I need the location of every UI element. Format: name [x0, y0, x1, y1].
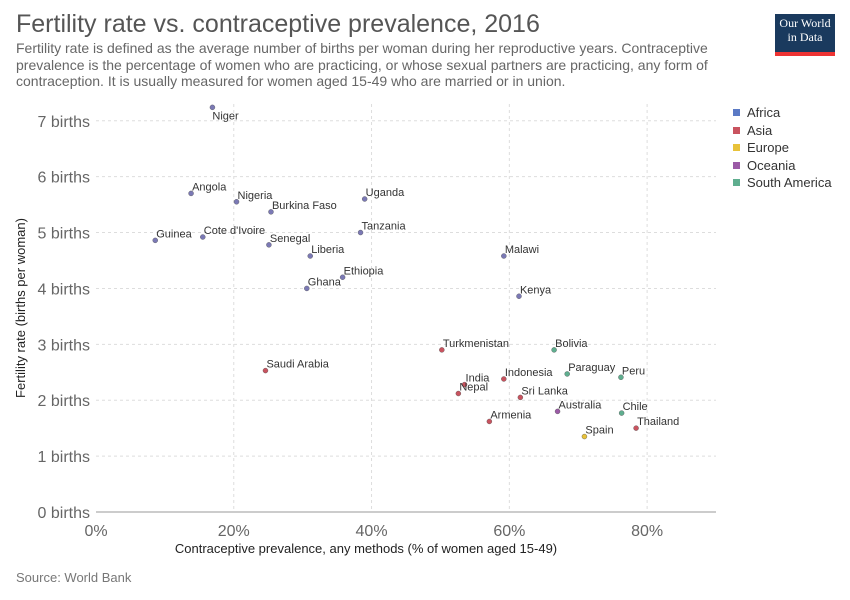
scatter-point — [357, 229, 364, 236]
point-label: Malawi — [505, 244, 539, 256]
point-label: Tanzania — [362, 221, 407, 233]
point-label: Nepal — [459, 382, 488, 394]
point-label: Thailand — [637, 416, 679, 428]
point-label: Niger — [212, 110, 239, 122]
point-label: Nigeria — [238, 190, 274, 202]
scatter-point — [486, 418, 493, 425]
point-label: Australia — [559, 399, 603, 411]
legend-label: Europe — [747, 140, 789, 156]
legend-swatch — [733, 179, 740, 187]
logo-line-2: in Data — [787, 30, 823, 44]
scatter-point — [200, 234, 206, 240]
y-tick-label: 2 births — [38, 393, 90, 410]
scatter-point — [618, 374, 624, 381]
scatter-point — [618, 410, 625, 416]
scatter-point — [262, 367, 269, 374]
point-label: Burkina Faso — [272, 200, 337, 212]
point-label: Liberia — [311, 244, 345, 256]
legend-item[interactable]: Europe — [733, 139, 832, 157]
legend-item[interactable]: Asia — [733, 122, 832, 140]
point-label: Guinea — [156, 228, 192, 240]
point-label: Chile — [623, 401, 648, 413]
scatter-point — [233, 199, 240, 205]
legend-item[interactable]: South America — [733, 174, 832, 192]
point-label: Senegal — [270, 233, 310, 245]
scatter-point — [439, 347, 445, 353]
y-tick-label: 0 births — [38, 505, 90, 522]
x-tick-label: 40% — [356, 523, 388, 540]
point-label: Spain — [585, 425, 613, 437]
point-label: Bolivia — [555, 338, 588, 350]
logo-line-1: Our World — [779, 16, 831, 30]
legend-label: Asia — [747, 122, 773, 138]
scatter-point — [209, 104, 216, 111]
legend-swatch — [733, 109, 740, 117]
scatter-point — [517, 394, 524, 401]
legend: Africa Asia Europe Oceania South America — [733, 104, 832, 192]
point-label: Cote d'Ivoire — [204, 225, 265, 237]
legend-label: Oceania — [747, 157, 796, 173]
legend-swatch — [733, 161, 740, 169]
scatter-point — [188, 190, 194, 197]
point-label: Peru — [622, 365, 645, 377]
point-label: Uganda — [366, 187, 405, 199]
point-label: Angola — [192, 181, 227, 193]
scatter-point — [307, 253, 313, 259]
point-label: Armenia — [490, 409, 532, 421]
scatter-point — [551, 347, 557, 353]
y-tick-label: 6 births — [38, 170, 90, 187]
source-note: Source: World Bank — [16, 570, 132, 585]
legend-label: Africa — [747, 105, 781, 121]
scatter-point — [266, 242, 272, 248]
y-tick-label: 1 births — [38, 449, 90, 466]
legend-item[interactable]: Africa — [733, 104, 832, 122]
legend-swatch — [733, 144, 740, 152]
y-tick-label: 4 births — [38, 281, 90, 298]
scatter-point — [268, 209, 274, 215]
scatter-point — [501, 376, 507, 382]
chart-subtitle: Fertility rate is defined as the average… — [16, 40, 708, 89]
scatter-point — [554, 408, 561, 415]
scatter-point — [455, 390, 462, 397]
x-tick-label: 80% — [631, 523, 663, 540]
y-tick-label: 3 births — [38, 337, 90, 354]
scatter-point — [516, 293, 522, 299]
y-tick-label: 7 births — [38, 114, 90, 131]
legend-label: South America — [747, 175, 832, 191]
x-tick-label: 60% — [493, 523, 525, 540]
scatter-point — [152, 237, 158, 244]
point-label: Ghana — [308, 276, 342, 288]
point-label: Saudi Arabia — [266, 359, 329, 371]
chart-title: Fertility rate vs. contraceptive prevale… — [16, 10, 540, 38]
point-label: Indonesia — [505, 367, 554, 379]
x-axis-label: Contraceptive prevalence, any methods (%… — [175, 541, 557, 556]
x-tick-label: 20% — [218, 523, 250, 540]
legend-swatch — [733, 126, 740, 134]
point-label: Paraguay — [568, 362, 616, 374]
scatter-point — [501, 253, 507, 259]
scatter-point — [581, 433, 588, 440]
legend-item[interactable]: Oceania — [733, 157, 832, 175]
scatter-point — [361, 196, 368, 202]
scatter-point — [633, 425, 639, 431]
point-label: Turkmenistan — [443, 338, 509, 350]
scatter-point — [564, 371, 570, 377]
point-label: India — [466, 373, 491, 385]
scatter-point — [304, 285, 310, 292]
y-axis-label: Fertility rate (births per woman) — [13, 218, 28, 398]
y-tick-label: 5 births — [38, 226, 90, 243]
scatter-point — [461, 381, 468, 388]
point-label: Kenya — [520, 284, 552, 296]
scatter-point — [339, 274, 346, 280]
point-label: Sri Lanka — [521, 385, 568, 397]
point-label: Ethiopia — [344, 265, 385, 277]
owid-logo[interactable]: Our World in Data — [775, 14, 835, 56]
x-tick-label: 0% — [84, 523, 107, 540]
